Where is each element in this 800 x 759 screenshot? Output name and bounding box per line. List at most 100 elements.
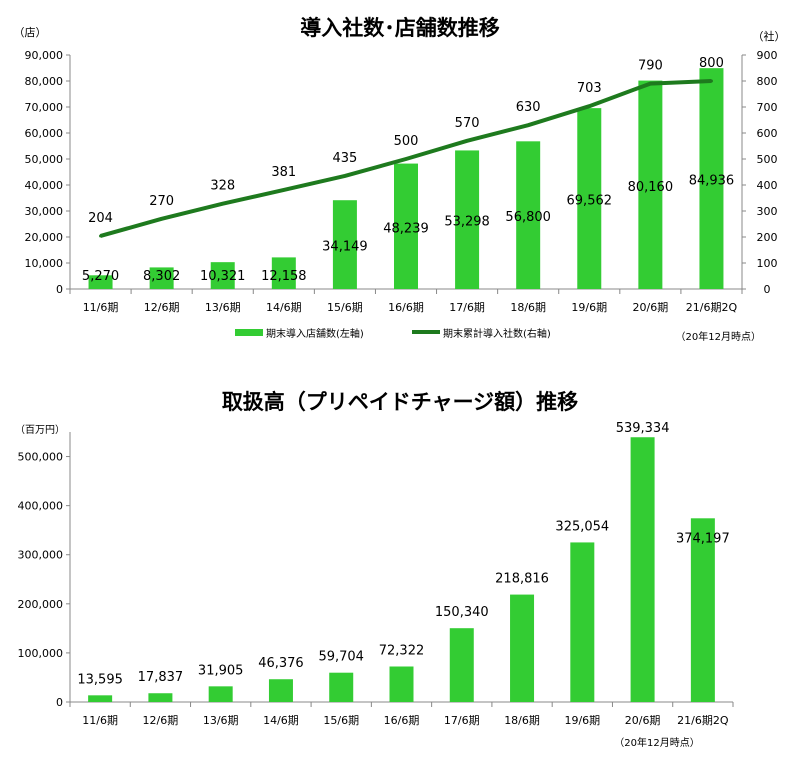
store-bar-label: 80,160 xyxy=(628,180,674,195)
company-count-label: 570 xyxy=(455,116,480,131)
company-count-point xyxy=(587,104,591,108)
x-tick-label: 14/6期 xyxy=(266,301,302,314)
y-right-tick-label: 500 xyxy=(757,153,778,166)
y-left-tick-label: 80,000 xyxy=(25,75,64,88)
volume-bar-label: 17,837 xyxy=(138,670,184,685)
y-tick-label: 0 xyxy=(56,696,63,709)
x-tick-label: 19/6期 xyxy=(564,714,600,727)
company-count-point xyxy=(160,217,164,221)
company-count-point xyxy=(465,139,469,143)
store-bar-label: 53,298 xyxy=(444,215,490,230)
x-tick-label: 21/6期2Q xyxy=(677,714,729,727)
x-tick-label: 15/6期 xyxy=(323,714,359,727)
store-bar-label: 10,321 xyxy=(200,269,246,284)
store-bar-label: 12,158 xyxy=(261,269,307,284)
store-bar xyxy=(638,80,663,289)
legend-company-label: 期末累計導入社数(右軸) xyxy=(443,327,551,340)
chart1-title: 導入社数･店舗数推移 xyxy=(300,16,500,40)
x-tick-label: 17/6期 xyxy=(444,714,480,727)
store-bar xyxy=(455,150,480,289)
store-bar xyxy=(271,257,296,289)
company-count-point xyxy=(404,157,408,161)
store-bar xyxy=(149,267,174,289)
volume-bar xyxy=(690,518,715,702)
y-right-tick-label: 100 xyxy=(757,257,778,270)
volume-bar xyxy=(329,672,354,702)
chart2-title: 取扱高（プリペイドチャージ額）推移 xyxy=(221,390,579,414)
y-right-tick-label: 0 xyxy=(764,283,771,296)
volume-bar-label: 59,704 xyxy=(318,650,364,665)
company-count-label: 703 xyxy=(577,81,602,96)
company-count-label: 328 xyxy=(210,179,235,194)
company-count-point xyxy=(343,174,347,178)
volume-bar xyxy=(449,628,474,702)
volume-bar-label: 218,816 xyxy=(495,572,549,587)
y-left-tick-label: 10,000 xyxy=(25,257,64,270)
legend-store-label: 期末導入店舗数(左軸) xyxy=(266,327,364,340)
y-right-tick-label: 800 xyxy=(757,75,778,88)
y-left-unit: （店） xyxy=(14,25,47,39)
x-tick-label: 11/6期 xyxy=(83,301,119,314)
store-bar xyxy=(332,200,357,289)
store-bar xyxy=(210,262,235,289)
y-left-tick-label: 20,000 xyxy=(25,231,64,244)
company-count-label: 800 xyxy=(699,56,724,71)
company-count-label: 435 xyxy=(332,151,357,166)
x-tick-label: 18/6期 xyxy=(510,301,546,314)
y-left-tick-label: 70,000 xyxy=(25,101,64,114)
volume-bar-label: 31,905 xyxy=(198,663,244,678)
chart2-note: （20年12月時点） xyxy=(614,736,699,749)
store-bar xyxy=(394,163,418,289)
x-tick-label: 20/6期 xyxy=(625,714,661,727)
y-right-tick-label: 200 xyxy=(757,231,778,244)
y-left-tick-label: 90,000 xyxy=(25,49,64,62)
x-tick-label: 11/6期 xyxy=(82,714,118,727)
volume-bar-label: 150,340 xyxy=(435,605,489,620)
x-tick-label: 21/6期2Q xyxy=(686,301,738,314)
x-tick-label: 20/6期 xyxy=(633,301,669,314)
store-bar-label: 34,149 xyxy=(322,240,368,255)
company-count-point xyxy=(526,123,530,127)
store-bar-label: 69,562 xyxy=(567,194,613,209)
company-count-label: 381 xyxy=(271,165,296,180)
legend-store-swatch xyxy=(235,329,263,336)
store-bar-label: 84,936 xyxy=(689,174,735,189)
y-left-tick-label: 60,000 xyxy=(25,127,64,140)
company-count-point xyxy=(99,234,103,238)
y-right-unit: （社） xyxy=(753,29,786,43)
store-bar xyxy=(516,141,541,289)
x-tick-label: 16/6期 xyxy=(384,714,420,727)
company-count-point xyxy=(221,202,225,206)
store-count-chart: 0 10,000 20,000 30,000 40,000 50,000 60,000 70,… xyxy=(14,25,786,343)
company-count-label: 204 xyxy=(88,211,113,226)
x-tick-label: 12/6期 xyxy=(144,301,180,314)
volume-bar xyxy=(148,693,173,702)
y-tick-label: 300,000 xyxy=(18,549,64,562)
company-count-point xyxy=(282,188,286,192)
store-bar xyxy=(699,68,724,289)
volume-bar xyxy=(88,695,113,702)
company-count-point xyxy=(709,79,713,83)
y-left-tick-label: 0 xyxy=(56,283,63,296)
volume-bar xyxy=(570,542,595,702)
y-right-tick-label: 300 xyxy=(757,205,778,218)
chart1-note: （20年12月時点） xyxy=(676,330,761,343)
y-left-tick-label: 40,000 xyxy=(25,179,64,192)
x-tick-label: 12/6期 xyxy=(143,714,179,727)
volume-bar xyxy=(510,594,535,702)
store-bar-label: 8,302 xyxy=(143,269,180,284)
volume-bar-label: 374,197 xyxy=(676,531,730,546)
x-tick-label: 13/6期 xyxy=(203,714,239,727)
company-count-label: 630 xyxy=(516,100,541,115)
store-bar-label: 56,800 xyxy=(505,210,551,225)
y-right-tick-label: 900 xyxy=(757,49,778,62)
volume-bar-label: 72,322 xyxy=(379,643,425,658)
y-left-tick-label: 30,000 xyxy=(25,205,64,218)
volume-bar-label: 13,595 xyxy=(77,672,123,687)
volume-bar xyxy=(208,686,233,702)
store-bar xyxy=(577,108,602,290)
y-unit: （百万円） xyxy=(15,424,65,436)
store-bar-label: 48,239 xyxy=(383,221,429,236)
volume-bar-label: 325,054 xyxy=(555,519,609,534)
